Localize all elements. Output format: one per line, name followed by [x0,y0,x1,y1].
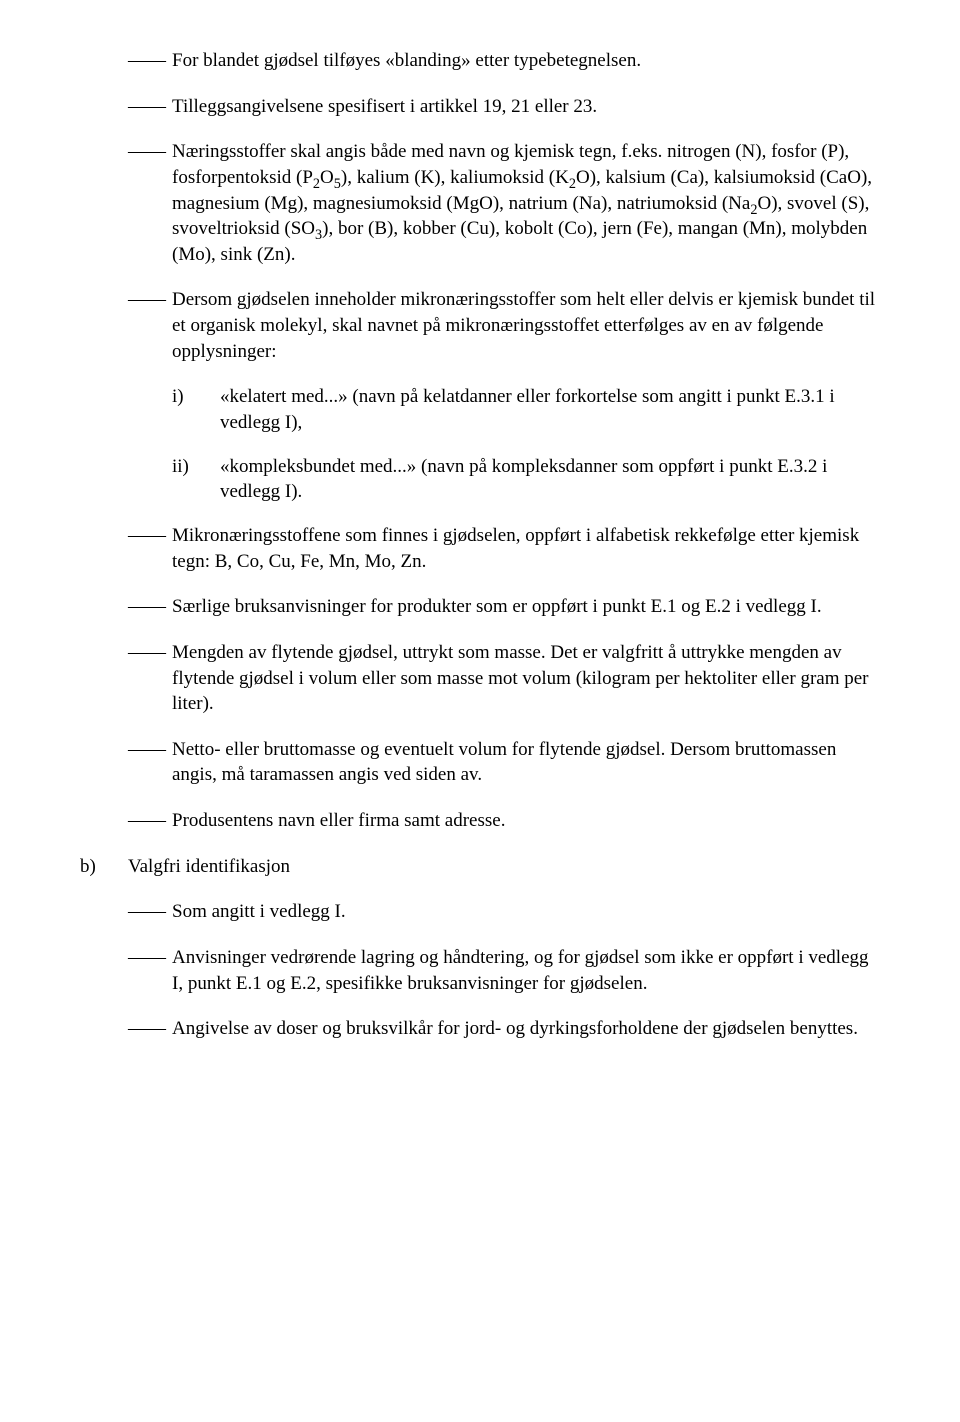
list-item: —— Dersom gjødselen inneholder mikronæri… [128,287,880,364]
paragraph: Mengden av flytende gjødsel, uttrykt som… [172,640,880,717]
section-title: Valgfri identifikasjon [128,854,880,880]
paragraph: Angivelse av doser og bruksvilkår for jo… [172,1016,880,1042]
list-item: —— Særlige bruksanvisninger for produkte… [128,594,880,620]
paragraph: Produsentens navn eller firma samt adres… [172,808,880,834]
list-item: —— Netto- eller bruttomasse og eventuelt… [128,737,880,788]
letter-marker: b) [80,854,128,880]
section-b: b) Valgfri identifikasjon [80,854,880,880]
paragraph: Mikronæringsstoffene som finnes i gjødse… [172,523,880,574]
paragraph: Som angitt i vedlegg I. [172,899,880,925]
text-run: ), kalium (K), kaliumoksid (K [341,167,569,188]
dash-marker: —— [128,523,172,574]
dash-marker: —— [128,899,172,925]
dash-marker: —— [128,139,172,267]
list-item: —— Tilleggsangivelsene spesifisert i art… [128,94,880,120]
paragraph: Dersom gjødselen inneholder mikronærings… [172,287,880,364]
sub-list-item: i) «kelatert med...» (navn på kelatdanne… [172,384,880,435]
paragraph: «kompleksbundet med...» (navn på komplek… [220,454,880,505]
document-page: —— For blandet gjødsel tilføyes «blandin… [0,0,960,1122]
dash-marker: —— [128,594,172,620]
paragraph: Anvisninger vedrørende lagring og håndte… [172,945,880,996]
dash-marker: —— [128,1016,172,1042]
paragraph: Særlige bruksanvisninger for produkter s… [172,594,880,620]
dash-marker: —— [128,737,172,788]
roman-marker: i) [172,384,220,435]
dash-marker: —— [128,808,172,834]
text-run: O [320,167,334,188]
paragraph: Tilleggsangivelsene spesifisert i artikk… [172,94,880,120]
list-item: —— Angivelse av doser og bruksvilkår for… [128,1016,880,1042]
dash-marker: —— [128,94,172,120]
list-item: —— Næringsstoffer skal angis både med na… [128,139,880,267]
subscript: 2 [313,176,320,192]
list-item: —— For blandet gjødsel tilføyes «blandin… [128,48,880,74]
paragraph: For blandet gjødsel tilføyes «blanding» … [172,48,880,74]
roman-marker: ii) [172,454,220,505]
list-item: —— Anvisninger vedrørende lagring og hån… [128,945,880,996]
list-item: —— Som angitt i vedlegg I. [128,899,880,925]
dash-marker: —— [128,945,172,996]
sub-list-item: ii) «kompleksbundet med...» (navn på kom… [172,454,880,505]
paragraph: Netto- eller bruttomasse og eventuelt vo… [172,737,880,788]
paragraph: Næringsstoffer skal angis både med navn … [172,139,880,267]
dash-marker: —— [128,287,172,364]
dash-marker: —— [128,48,172,74]
list-item: —— Mikronæringsstoffene som finnes i gjø… [128,523,880,574]
paragraph: «kelatert med...» (navn på kelatdanner e… [220,384,880,435]
dash-marker: —— [128,640,172,717]
subscript: 2 [569,176,576,192]
list-item: —— Produsentens navn eller firma samt ad… [128,808,880,834]
subscript: 5 [334,176,341,192]
list-item: —— Mengden av flytende gjødsel, uttrykt … [128,640,880,717]
